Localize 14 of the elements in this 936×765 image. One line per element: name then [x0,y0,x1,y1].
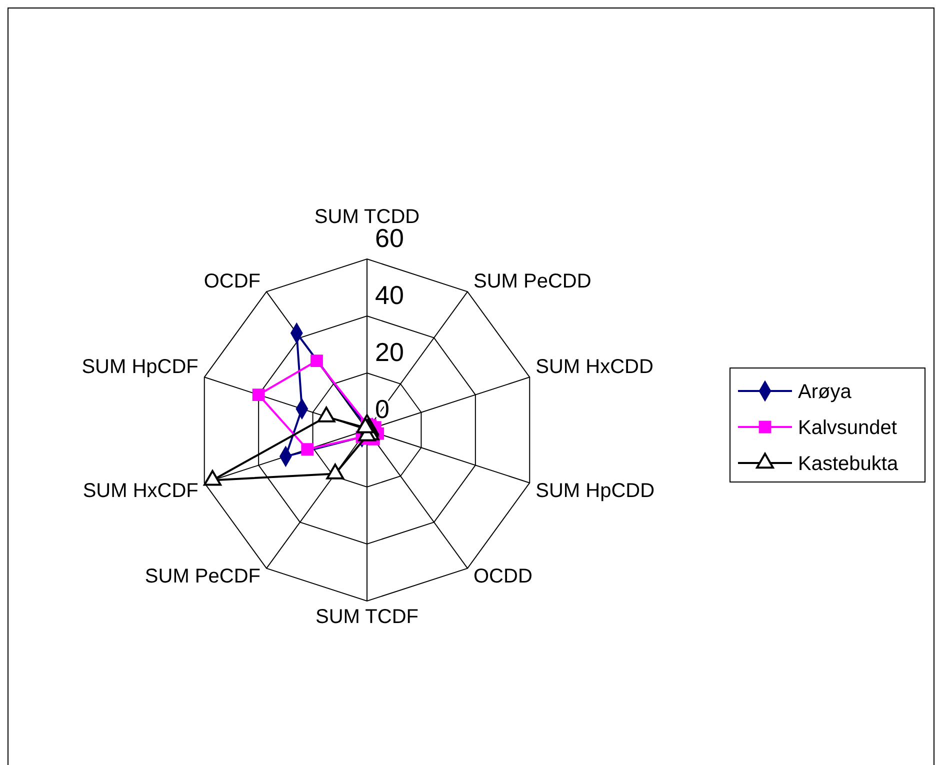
spoke-label: SUM HxCDD [536,356,654,378]
spoke-label: SUM HpCDF [82,356,198,378]
spoke-label: SUM HxCDF [82,480,198,502]
legend-label: Kastebukta [798,453,899,475]
spoke-label: SUM HpCDD [536,480,655,502]
spoke-label: SUM PeCDF [144,565,260,588]
y-tick-label: 20 [375,337,404,367]
legend-label: Kalvsundet [798,417,898,439]
legend-label: Arøya [798,381,852,403]
spoke-label: SUM PeCDD [474,270,592,293]
spoke-label: SUM TCDF [316,606,418,628]
spoke-label: OCDF [204,270,260,293]
y-tick-label: 40 [375,280,404,310]
spoke-label: OCDD [474,565,532,588]
